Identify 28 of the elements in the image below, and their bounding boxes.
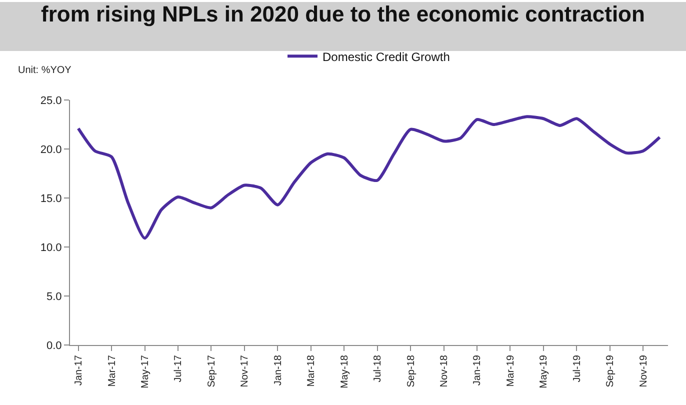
x-tick-label: May-18 bbox=[339, 354, 350, 388]
x-tick-label: Mar-17 bbox=[106, 354, 118, 387]
y-tick-label: 25.0 bbox=[40, 94, 62, 107]
x-tick-label: Jul-18 bbox=[372, 354, 384, 382]
chart-title: from rising NPLs in 2020 due to the economic contraction bbox=[41, 1, 645, 26]
x-tick-label: Jul-19 bbox=[572, 354, 583, 382]
x-tick-label: Jan-19 bbox=[472, 354, 484, 386]
x-tick-label: Sep-18 bbox=[406, 354, 417, 388]
x-tick-label: Jan-18 bbox=[272, 354, 284, 386]
x-tick-label: Jan-17 bbox=[74, 354, 85, 386]
y-tick-label: 5.0 bbox=[46, 290, 62, 303]
y-tick-label: 0.0 bbox=[46, 340, 62, 352]
x-tick-label: Nov-18 bbox=[439, 354, 450, 388]
x-tick-label: May-17 bbox=[140, 354, 151, 388]
y-tick-label: 10.0 bbox=[40, 242, 62, 254]
x-tick-label: Nov-17 bbox=[240, 354, 251, 388]
x-tick-label: Mar-18 bbox=[306, 354, 318, 387]
x-tick-label: Sep-17 bbox=[206, 354, 218, 388]
y-axis-title: Unit: %YOY bbox=[18, 65, 72, 76]
y-tick-label: 15.0 bbox=[40, 192, 62, 205]
line-series bbox=[76, 115, 662, 240]
legend-label: Domestic Credit Growth bbox=[322, 50, 450, 64]
x-tick-label: May-19 bbox=[538, 354, 550, 388]
x-tick-label: Sep-19 bbox=[605, 354, 616, 388]
x-tick-label: Mar-19 bbox=[505, 354, 516, 387]
x-tick-label: Jul-17 bbox=[173, 354, 184, 382]
y-tick-label: 20.0 bbox=[40, 144, 62, 156]
x-tick-label: Nov-19 bbox=[638, 354, 650, 388]
